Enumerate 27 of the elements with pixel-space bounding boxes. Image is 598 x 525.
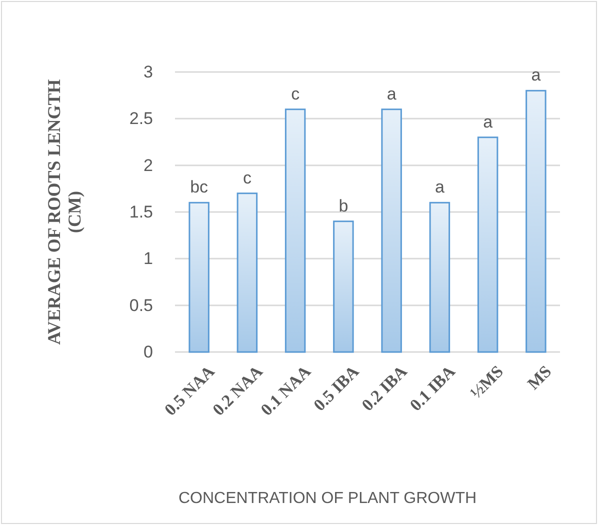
bar [236, 192, 258, 353]
annotation: c [291, 84, 300, 104]
annotation: a [483, 112, 494, 132]
annotation: b [338, 196, 348, 216]
annotation: c [242, 168, 252, 188]
x-axis-title: CONCENTRATION OF PLANT GROWTH [178, 490, 477, 507]
annotation: a [386, 84, 397, 104]
bar [381, 108, 402, 353]
annotation: bc [190, 178, 209, 197]
bar [477, 136, 498, 353]
y-tick-label: 0 [144, 342, 153, 362]
x-tick-label: MS [524, 362, 556, 394]
y-tick-label: 3 [144, 62, 153, 82]
y-tick-label: 1.5 [129, 202, 153, 222]
y-tick-label: 1 [144, 249, 153, 268]
y-tick-label: 2 [144, 156, 153, 175]
bar [284, 108, 306, 353]
annotation: a [531, 66, 542, 85]
bar [429, 202, 450, 353]
y-tick-label: 2.5 [129, 109, 153, 128]
bar [333, 220, 354, 353]
y-axis-title: AVERAGE OF ROOTS LENGTH (CM) [44, 79, 85, 345]
annotation: a [434, 178, 445, 197]
x-tick-label: 0.1 IBA [406, 361, 460, 415]
y-tick-label: 0.5 [129, 296, 153, 315]
bar [188, 202, 210, 353]
bar [526, 90, 546, 353]
